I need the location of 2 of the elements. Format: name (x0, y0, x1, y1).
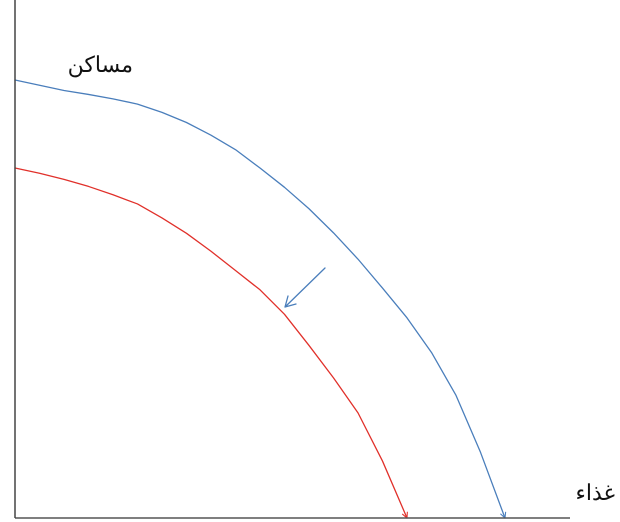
x-axis-title: غذاء (575, 481, 615, 506)
y-axis-title: مساكن (68, 53, 133, 78)
